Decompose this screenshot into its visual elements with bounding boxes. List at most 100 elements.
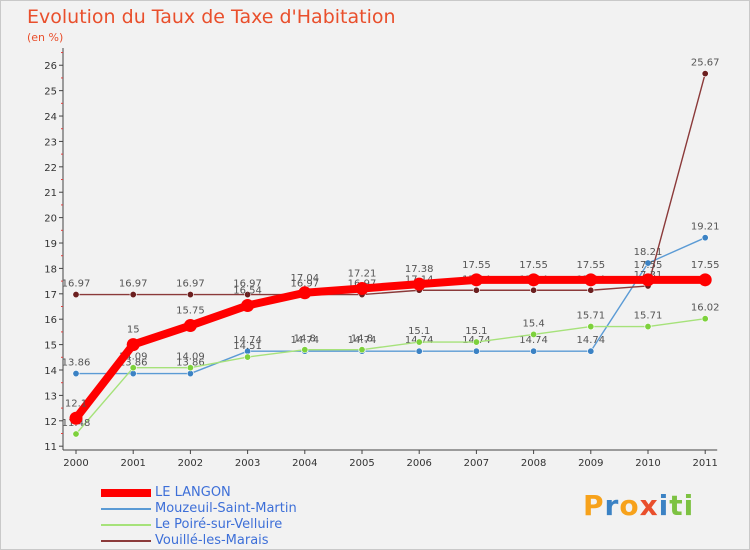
data-point-poire [415,338,423,346]
legend-swatch-mouzeuil [101,508,151,510]
logo-letter: i [658,489,670,522]
data-label-langon: 17.55 [519,260,548,271]
line-chart: 11 12 13 14 15 16 17 18 19 20 21 22 23 24 25 26 2000 2001… [44,48,720,469]
data-point-mouzeuil [472,347,480,355]
data-label-langon: 16.54 [233,285,262,296]
data-label-vouille: 16.97 [62,279,91,290]
y-tick-label: 11 [44,442,57,453]
data-label-poire: 16.02 [691,303,720,314]
data-label-langon: 15 [127,325,140,336]
x-tick-label: 2006 [406,458,431,469]
data-point-langon [241,298,255,312]
data-label-langon: 17.21 [348,268,377,279]
data-point-langon [183,319,197,333]
legend-swatch-vouille [101,540,151,542]
data-point-vouille [472,286,480,294]
data-label-mouzeuil: 13.86 [119,358,148,369]
data-point-langon [469,273,483,287]
legend-label-mouzeuil: Mouzeuil-Saint-Martin [155,501,297,516]
data-point-vouille [72,291,80,299]
y-tick-label: 16 [44,315,57,326]
data-label-mouzeuil: 14.74 [290,335,319,346]
data-label-langon: 17.55 [691,260,720,271]
legend-item-vouille: Vouillé-les-Marais [101,533,361,549]
data-point-vouille [530,286,538,294]
data-label-poire: 15.1 [465,326,487,337]
data-label-langon: 17.04 [290,273,319,284]
data-point-vouille [129,291,137,299]
logo-letter: o [619,489,640,522]
legend-swatch-poire [101,524,151,526]
y-tick-label: 19 [44,239,57,250]
data-label-poire: 15.71 [576,311,605,322]
data-point-mouzeuil [415,347,423,355]
data-point-poire [701,315,709,323]
x-tick-label: 2007 [464,458,489,469]
data-label-mouzeuil: 14.74 [519,335,548,346]
data-point-langon [527,273,541,287]
data-point-poire [472,338,480,346]
data-label-mouzeuil: 13.86 [176,358,205,369]
data-point-mouzeuil [701,234,709,242]
data-point-poire [72,430,80,438]
data-point-langon [412,277,426,291]
data-point-langon [698,273,712,287]
y-tick-label: 23 [44,137,57,148]
data-point-vouille [587,286,595,294]
data-label-mouzeuil: 14.74 [233,335,262,346]
series-line-mouzeuil [75,236,706,375]
logo-letter: r [604,489,620,522]
legend-item-poire: Le Poiré-sur-Velluire [101,517,361,533]
data-label-poire: 14.51 [233,341,262,352]
legend-label-le-langon: LE LANGON [155,485,231,500]
data-label-poire: 15.4 [522,318,544,329]
x-tick-label: 2002 [178,458,203,469]
series-line-langon [72,275,710,423]
data-point-poire [301,346,309,354]
y-tick-label: 15 [44,341,57,352]
data-point-mouzeuil [72,370,80,378]
logo-letter: x [639,489,659,522]
data-label-poire: 14.09 [176,352,205,363]
legend-item-mouzeuil: Mouzeuil-Saint-Martin [101,501,361,517]
data-point-mouzeuil [530,347,538,355]
x-tick-label: 2004 [292,458,317,469]
x-tick-label: 2005 [349,458,374,469]
data-label-langon: 17.55 [634,260,663,271]
data-label-langon: 17.55 [576,260,605,271]
y-tick-label: 14 [44,366,57,377]
proxiti-logo: Proxiti [583,489,694,522]
y-tick-label: 18 [44,264,57,275]
y-tick-label: 25 [44,87,57,98]
logo-letter: i [683,489,695,522]
x-tick-label: 2003 [235,458,260,469]
data-label-langon: 15.75 [176,306,205,317]
data-label-poire: 14.8 [351,334,373,345]
y-tick-label: 13 [44,391,57,402]
data-point-langon [584,273,598,287]
data-label-langon: 17.38 [405,264,434,275]
data-point-langon [69,411,83,425]
data-point-langon [298,286,312,300]
x-tick-label: 2009 [578,458,603,469]
legend-label-vouille: Vouillé-les-Marais [155,533,269,548]
y-tick-label: 12 [44,417,57,428]
data-label-vouille: 16.97 [290,279,319,290]
x-tick-label: 2008 [521,458,546,469]
chart-title: Evolution du Taux de Taxe d'Habitation [27,6,396,28]
data-label-mouzeuil: 14.74 [348,335,377,346]
data-label-vouille: 16.97 [119,279,148,290]
logo-letter: P [583,489,605,522]
data-point-poire [644,323,652,331]
data-point-poire [244,353,252,361]
data-point-vouille [244,291,252,299]
y-tick-label: 26 [44,61,57,72]
legend-label-poire: Le Poiré-sur-Velluire [155,517,283,532]
data-label-mouzeuil: 14.74 [576,335,605,346]
data-label-vouille: 16.97 [233,279,262,290]
data-point-langon [126,338,140,352]
data-point-poire [530,330,538,338]
y-tick-label: 20 [44,214,57,225]
data-label-mouzeuil: 18.21 [634,247,663,258]
